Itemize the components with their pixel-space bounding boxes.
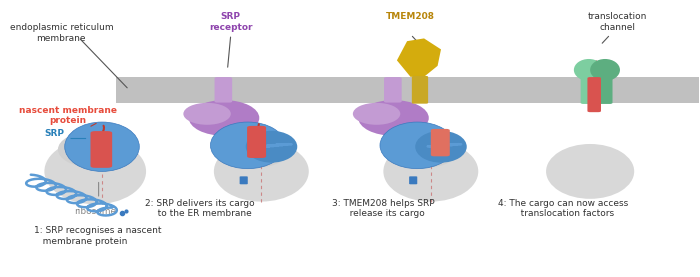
FancyBboxPatch shape [116,77,699,103]
FancyBboxPatch shape [247,126,266,158]
Ellipse shape [44,138,146,204]
Ellipse shape [384,141,478,202]
FancyBboxPatch shape [214,77,232,102]
FancyBboxPatch shape [409,176,417,184]
Ellipse shape [228,134,288,167]
Ellipse shape [58,132,126,167]
Text: 1: SRP recognises a nascent
   membrane protein: 1: SRP recognises a nascent membrane pro… [34,226,162,246]
Ellipse shape [574,59,603,81]
Ellipse shape [64,122,139,171]
Text: nascent membrane
protein: nascent membrane protein [19,106,117,125]
Ellipse shape [415,131,467,163]
Polygon shape [397,39,441,77]
FancyBboxPatch shape [412,76,428,104]
Text: SRP
receptor: SRP receptor [209,12,253,32]
Ellipse shape [211,122,285,169]
Ellipse shape [189,100,259,136]
Text: ribosome: ribosome [74,207,116,216]
Ellipse shape [380,122,454,169]
FancyBboxPatch shape [384,77,402,102]
FancyBboxPatch shape [580,76,597,104]
Ellipse shape [214,141,309,202]
Text: translocation
channel: translocation channel [587,12,647,32]
Ellipse shape [246,131,298,163]
Text: 3: TMEM208 helps SRP
   release its cargo: 3: TMEM208 helps SRP release its cargo [332,199,435,218]
FancyBboxPatch shape [587,77,601,112]
Text: 2: SRP delivers its cargo
   to the ER membrane: 2: SRP delivers its cargo to the ER memb… [146,199,255,218]
FancyBboxPatch shape [239,176,248,184]
Text: endoplasmic reticulum
membrane: endoplasmic reticulum membrane [10,23,113,43]
Text: TMEM208: TMEM208 [386,12,435,21]
Text: 4: The cargo can now access
   translocation factors: 4: The cargo can now access translocatio… [498,199,628,218]
Ellipse shape [590,59,620,81]
FancyBboxPatch shape [430,129,450,156]
Ellipse shape [546,144,634,199]
Ellipse shape [353,103,400,125]
Ellipse shape [397,134,458,167]
Ellipse shape [358,100,429,136]
FancyBboxPatch shape [596,76,612,104]
FancyBboxPatch shape [90,131,112,168]
Ellipse shape [183,103,231,125]
Text: SRP: SRP [44,129,64,137]
